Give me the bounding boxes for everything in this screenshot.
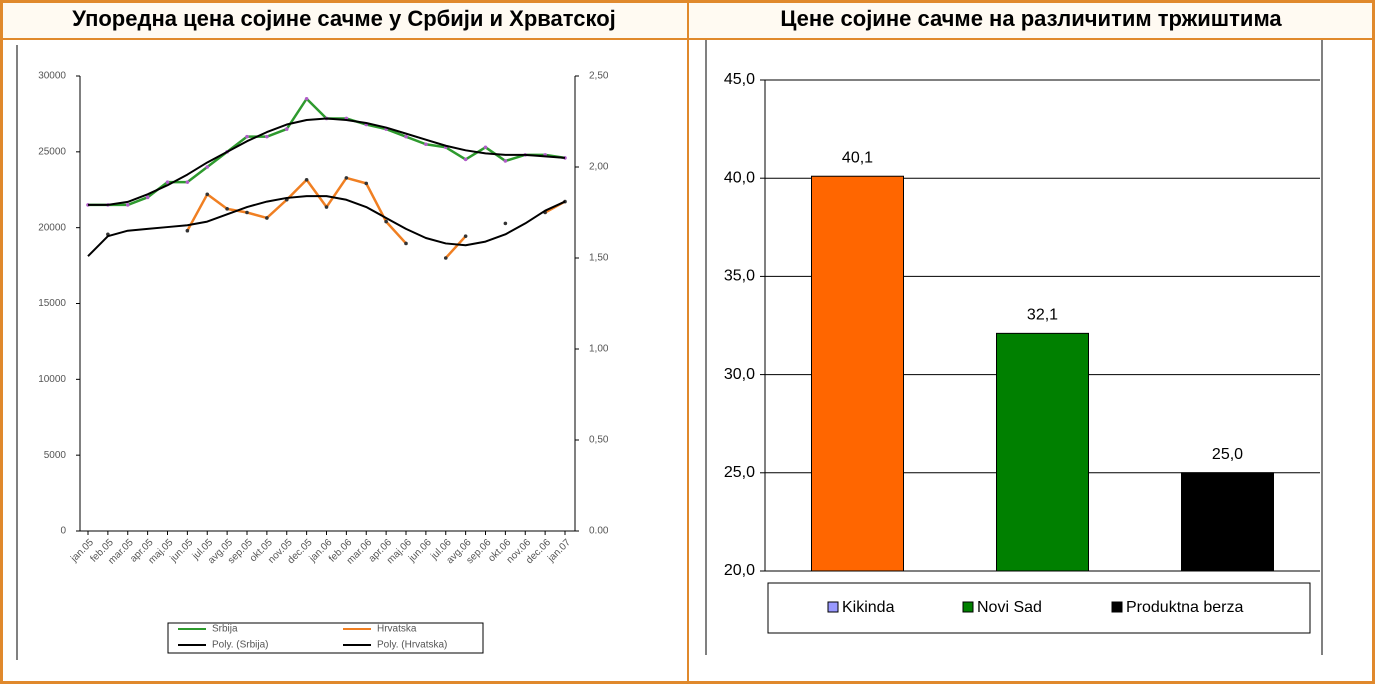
legend-label: Kikinda [842,599,895,616]
y2-tick-label: 1,50 [589,253,609,264]
point [344,176,349,180]
point [503,221,508,226]
legend-label: Poly. (Hrvatska) [377,640,447,651]
y-tick-label: 25000 [38,146,66,157]
point [404,241,408,246]
point [125,203,130,207]
y-tick-label: 10000 [38,374,66,385]
y-tick-label: 30,0 [724,366,755,383]
y2-tick-label: 0.00 [589,526,609,537]
point [205,192,210,197]
legend-box [167,622,484,654]
y2-tick-label: 1,00 [589,344,609,355]
legend-label: Poly. (Srbija) [212,640,269,651]
legend-swatch [827,601,839,613]
y-tick-label: 40,0 [724,169,755,186]
point [483,145,488,150]
legend-label: Srbija [212,624,238,635]
y-tick-label: 20000 [38,222,66,233]
left-title: Упоредна цена сојине сачме у Србији и Хр… [72,6,616,31]
point [145,195,150,200]
legend-label: Hrvatska [377,624,417,635]
legend-label: Novi Sad [977,599,1042,616]
y-tick-label: 20,0 [724,562,755,579]
point [384,219,388,224]
point [364,181,369,186]
point [463,234,468,238]
y-tick-label: 45,0 [724,71,755,88]
legend-label: Produktna berza [1126,599,1244,616]
y-tick-label: 30000 [38,71,66,82]
y-tick-label: 0 [60,526,66,537]
point [205,165,210,169]
point [304,96,309,101]
point [165,180,170,184]
point [503,159,508,163]
point [284,127,289,131]
y2-tick-label: 0,50 [589,435,609,446]
y2-tick-label: 2,00 [589,162,609,173]
point [265,216,269,220]
legend-box [767,582,1311,634]
bar [996,332,1089,572]
point [225,207,229,211]
point [185,228,190,233]
point [443,256,448,260]
right-title: Цене сојине сачме на различитим тржиштим… [780,6,1282,31]
point [185,180,190,184]
bar [1181,472,1274,572]
point [245,210,249,215]
y2-tick-label: 2,50 [589,71,609,82]
bar [811,175,904,572]
point [304,177,309,182]
y-tick-label: 25,0 [724,464,755,481]
point [265,134,269,139]
point [424,142,428,147]
value-label: 40,1 [842,149,873,166]
point [324,205,329,209]
point [404,134,408,139]
value-label: 32,1 [1027,307,1058,324]
trend-line [88,117,566,206]
legend-swatch [962,601,974,613]
trend-line [87,195,566,257]
y-tick-label: 5000 [44,450,67,461]
y-tick-label: 15000 [38,298,66,309]
point [245,134,249,139]
point [463,157,468,162]
legend-swatch [1111,601,1123,613]
value-label: 25,0 [1212,446,1243,463]
y-tick-label: 35,0 [724,268,755,285]
